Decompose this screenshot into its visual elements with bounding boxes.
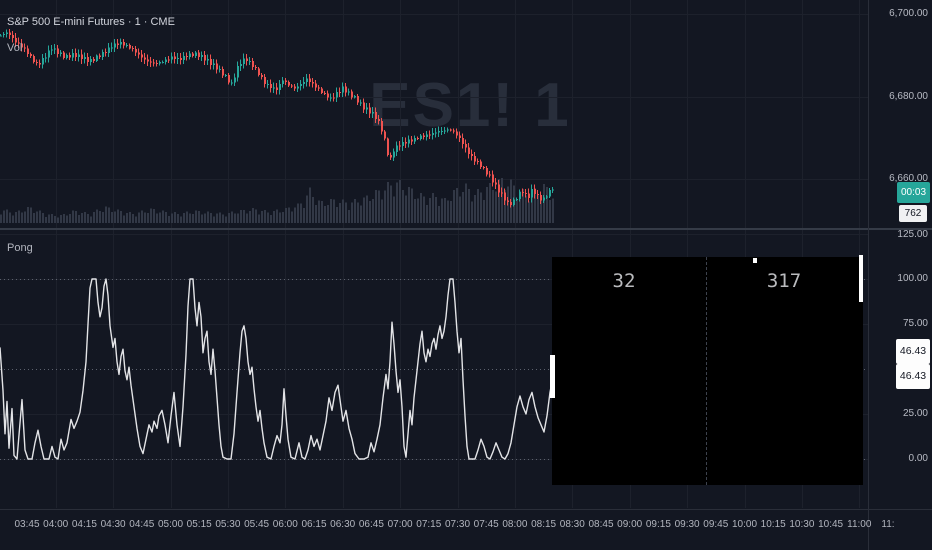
- time-tick-label: 10:30: [789, 519, 815, 530]
- oscillator-line: [0, 278, 554, 460]
- pong-score-right: 317: [766, 270, 802, 292]
- price-tick-label: 125.00: [897, 229, 928, 240]
- price-tick-label: 0.00: [908, 453, 928, 464]
- time-tick-label: 05:00: [157, 519, 184, 530]
- price-tick-label: 6,680.00: [889, 90, 928, 102]
- volume-value-badge: 762: [899, 205, 927, 222]
- time-tick-label: 07:30: [444, 519, 471, 530]
- pong-paddle-left: [550, 355, 555, 398]
- time-tick-label: 09:30: [674, 519, 700, 530]
- pong-score-left: 32: [612, 270, 636, 292]
- time-tick-label: 04:00: [43, 519, 69, 530]
- pong-paddle-right: [859, 255, 863, 302]
- pong-ball: [753, 258, 757, 263]
- time-tick-label: 07:45: [473, 519, 499, 530]
- symbol-watermark: ES1! 1: [369, 71, 571, 140]
- time-tick-label: 06:15: [301, 519, 327, 530]
- pong-game-overlay: 32 317: [550, 255, 863, 485]
- oscillator-value-badge: 46.43: [896, 339, 930, 364]
- time-tick-label: 04:45: [129, 519, 155, 530]
- time-tick-label: 11:: [881, 519, 895, 530]
- time-tick-label: 08:15: [531, 519, 557, 530]
- oscillator-level-lines: [0, 279, 868, 460]
- time-tick-label: 04:15: [71, 519, 97, 530]
- price-tick-label: 100.00: [897, 273, 928, 284]
- time-tick-label: 04:30: [100, 519, 126, 530]
- time-tick-label: 06:45: [358, 519, 384, 530]
- time-tick-label: 05:15: [186, 519, 212, 530]
- price-tick-label: 75.00: [902, 318, 928, 329]
- candlestick-series: [0, 28, 554, 208]
- time-tick-label: 09:15: [645, 519, 671, 530]
- time-tick-label: 06:30: [330, 519, 356, 530]
- time-tick-label: 05:45: [244, 519, 270, 530]
- volume-indicator-label[interactable]: Vol: [7, 42, 23, 54]
- price-tick-label: 6,660.00: [889, 173, 928, 184]
- time-tick-label: 08:45: [588, 519, 614, 530]
- time-tick-label: 10:15: [760, 519, 786, 530]
- time-axis[interactable]: 03:45 04:00 04:15 04:30 04:45 05:00 05:15 05:30…: [0, 509, 932, 550]
- volume-bars: [0, 178, 554, 223]
- price-tick-label: 25.00: [902, 408, 928, 419]
- time-tick-label: 09:45: [703, 519, 729, 530]
- time-tick-label: 07:00: [387, 519, 413, 530]
- oscillator-value-badge: 46.43: [896, 364, 930, 389]
- time-tick-label: 03:45: [14, 519, 40, 530]
- time-tick-label: 10:45: [818, 519, 844, 530]
- time-tick-label: 05:30: [215, 519, 241, 530]
- time-tick-label: 06:00: [272, 519, 298, 530]
- time-tick-label: 08:00: [502, 519, 528, 530]
- price-tick-label: 6,700.00: [889, 8, 928, 19]
- time-tick-label: 11:00: [847, 519, 872, 530]
- pong-indicator-label[interactable]: Pong: [7, 242, 33, 254]
- bar-countdown-badge: 00:03: [897, 182, 930, 203]
- pong-center-divider: [706, 257, 707, 485]
- time-tick-label: 07:15: [416, 519, 442, 530]
- time-tick-label: 10:00: [731, 519, 758, 530]
- price-axis[interactable]: 6,700.00 6,680.00 6,660.00 125.00 100.00 75.0…: [868, 0, 932, 550]
- symbol-title[interactable]: S&P 500 E-mini Futures · 1 · CME: [7, 16, 175, 28]
- time-tick-label: 09:00: [617, 519, 643, 530]
- time-tick-label: 08:30: [559, 519, 585, 530]
- pane-separator[interactable]: [0, 228, 932, 230]
